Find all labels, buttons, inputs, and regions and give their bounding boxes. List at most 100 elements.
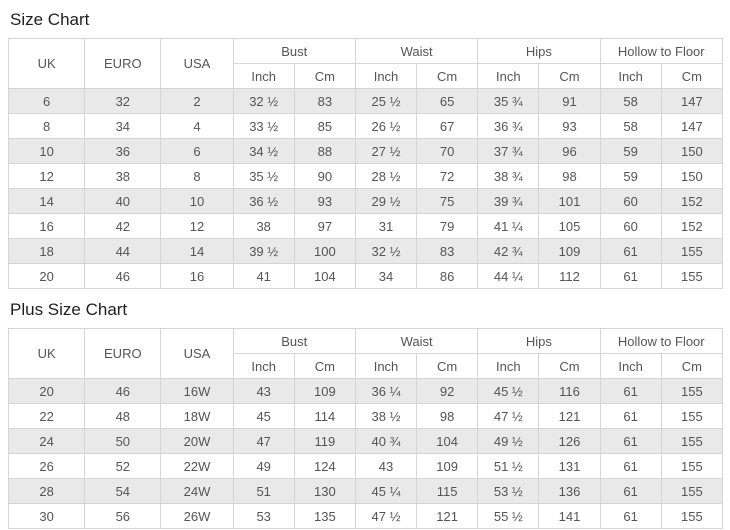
column-header-euro: EURO	[84, 38, 162, 89]
table-row: 28 54 24W 51 130 45 ¼ 115 53 ½ 136 61 155	[7, 478, 724, 504]
table-cell: 90	[293, 163, 356, 189]
table-cell: 47	[232, 428, 295, 454]
table-cell: 20W	[160, 428, 234, 454]
table-cell: 121	[416, 503, 479, 529]
table-row: 20 46 16W 43 109 36 ¼ 92 45 ½ 116 61 155	[7, 378, 724, 404]
table-cell: 27 ½	[354, 138, 418, 164]
plus-size-chart-title: Plus Size Chart	[10, 300, 128, 319]
table-cell: 45 ¼	[354, 478, 418, 504]
table-cell: 115	[416, 478, 479, 504]
table-cell: 34	[84, 113, 162, 139]
table-cell: 124	[293, 453, 356, 479]
size-chart-title: Size Chart	[10, 10, 90, 29]
column-subheader-hips-inch: Inch	[477, 63, 540, 89]
table-cell: 52	[84, 453, 162, 479]
table-cell: 61	[599, 453, 662, 479]
table-cell: 38 ¾	[477, 163, 540, 189]
table-cell: 135	[293, 503, 356, 529]
table-cell: 16W	[160, 378, 234, 404]
table-cell: 93	[293, 188, 356, 214]
table-cell: 85	[293, 113, 356, 139]
table-cell: 116	[538, 378, 601, 404]
table-cell: 45	[232, 403, 295, 429]
column-subheader-hips-cm: Cm	[538, 353, 601, 379]
table-cell: 2	[160, 88, 234, 114]
table-row: 22 48 18W 45 114 38 ½ 98 47 ½ 121 61 155	[7, 403, 724, 429]
table-row: 14 40 10 36 ½ 93 29 ½ 75 39 ¾ 101 60 152	[7, 188, 724, 214]
table-cell: 32	[84, 88, 162, 114]
table-cell: 114	[293, 403, 356, 429]
table-cell: 35 ¾	[477, 88, 540, 114]
table-cell: 155	[660, 503, 724, 529]
table-cell: 18	[7, 238, 86, 264]
plus-size-chart-table-header: UK EURO USA Bust Waist Hips Hollow to Floor Inc…	[7, 328, 724, 379]
table-cell: 6	[160, 138, 234, 164]
column-group-header-waist: Waist	[354, 38, 479, 64]
table-cell: 155	[660, 453, 724, 479]
table-cell: 126	[538, 428, 601, 454]
table-cell: 112	[538, 263, 601, 289]
table-cell: 47 ½	[354, 503, 418, 529]
table-cell: 46	[84, 378, 162, 404]
table-cell: 16	[160, 263, 234, 289]
table-row: 10 36 6 34 ½ 88 27 ½ 70 37 ¾ 96 59 150	[7, 138, 724, 164]
column-subheader-hollow-to-floor-cm: Cm	[660, 353, 724, 379]
table-cell: 22	[7, 403, 86, 429]
table-cell: 12	[160, 213, 234, 239]
table-cell: 14	[7, 188, 86, 214]
table-cell: 65	[416, 88, 479, 114]
table-cell: 36	[84, 138, 162, 164]
table-cell: 32 ½	[354, 238, 418, 264]
table-cell: 39 ¾	[477, 188, 540, 214]
column-group-header-bust: Bust	[232, 38, 356, 64]
table-cell: 98	[538, 163, 601, 189]
table-cell: 141	[538, 503, 601, 529]
table-cell: 53	[232, 503, 295, 529]
table-row: 20 46 16 41 104 34 86 44 ¼ 112 61 155	[7, 263, 724, 289]
table-cell: 44	[84, 238, 162, 264]
column-header-usa: USA	[160, 38, 234, 89]
table-cell: 12	[7, 163, 86, 189]
table-cell: 155	[660, 263, 724, 289]
table-cell: 44 ¼	[477, 263, 540, 289]
table-cell: 75	[416, 188, 479, 214]
column-subheader-hips-cm: Cm	[538, 63, 601, 89]
table-cell: 155	[660, 428, 724, 454]
table-cell: 61	[599, 478, 662, 504]
table-cell: 31	[354, 213, 418, 239]
table-cell: 16	[7, 213, 86, 239]
table-cell: 55 ½	[477, 503, 540, 529]
table-cell: 150	[660, 138, 724, 164]
table-row: 24 50 20W 47 119 40 ¾ 104 49 ½ 126 61 155	[7, 428, 724, 454]
table-cell: 36 ¼	[354, 378, 418, 404]
table-cell: 37 ¾	[477, 138, 540, 164]
table-cell: 38	[232, 213, 295, 239]
table-cell: 26W	[160, 503, 234, 529]
column-group-header-bust: Bust	[232, 328, 356, 354]
table-cell: 152	[660, 188, 724, 214]
size-chart-table-header: UK EURO USA Bust Waist Hips Hollow to Floor Inc…	[7, 38, 724, 89]
table-cell: 155	[660, 403, 724, 429]
table-cell: 39 ½	[232, 238, 295, 264]
table-cell: 41 ¼	[477, 213, 540, 239]
table-cell: 8	[160, 163, 234, 189]
column-group-header-hollow-to-floor: Hollow to Floor	[599, 38, 724, 64]
table-cell: 93	[538, 113, 601, 139]
table-cell: 58	[599, 88, 662, 114]
table-cell: 60	[599, 213, 662, 239]
table-cell: 10	[7, 138, 86, 164]
table-cell: 49	[232, 453, 295, 479]
size-chart-table: UK EURO USA Bust Waist Hips Hollow to Floor Inc…	[7, 38, 724, 289]
table-cell: 147	[660, 113, 724, 139]
table-cell: 97	[293, 213, 356, 239]
table-cell: 61	[599, 428, 662, 454]
table-cell: 35 ½	[232, 163, 295, 189]
table-cell: 119	[293, 428, 356, 454]
table-cell: 152	[660, 213, 724, 239]
table-cell: 61	[599, 403, 662, 429]
table-cell: 51	[232, 478, 295, 504]
table-cell: 130	[293, 478, 356, 504]
table-cell: 47 ½	[477, 403, 540, 429]
table-row: 26 52 22W 49 124 43 109 51 ½ 131 61 155	[7, 453, 724, 479]
